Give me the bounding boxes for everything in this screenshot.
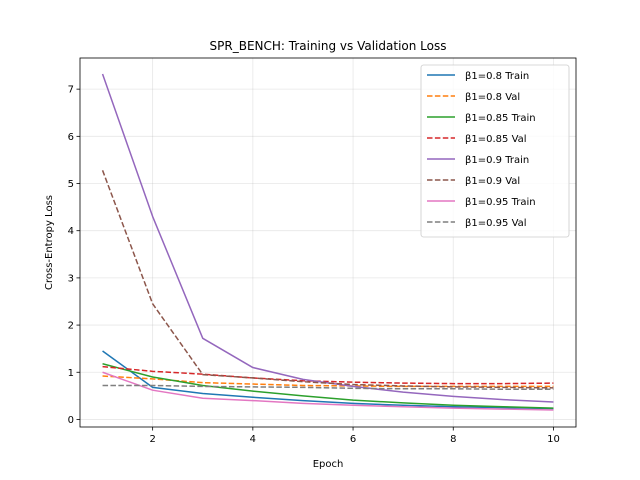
legend-label: β1=0.9 Val <box>465 176 520 187</box>
x-axis-label: Epoch <box>313 459 344 470</box>
legend-box <box>420 64 570 238</box>
legend-label: β1=0.85 Train <box>465 113 536 124</box>
axis-ticks: 2 4 6 8 10 0 1 2 3 4 5 6 7 <box>68 85 560 445</box>
y-tick-label: 4 <box>68 226 74 237</box>
series-line-6 <box>102 371 554 411</box>
y-axis-label: Cross-Entropy Loss <box>44 195 55 290</box>
legend-label: β1=0.8 Val <box>465 92 520 103</box>
y-tick-label: 2 <box>68 321 74 332</box>
legend: β1=0.8 Train β1=0.8 Val β1=0.85 Train β1=0.… <box>420 64 570 238</box>
chart-title: SPR_BENCH: Training vs Validation Loss <box>210 39 447 53</box>
legend-label: β1=0.95 Val <box>465 218 527 229</box>
y-tick-label: 6 <box>68 132 74 143</box>
series-line-0 <box>102 350 554 410</box>
series-line-3 <box>102 365 554 385</box>
series-line-2 <box>102 363 554 409</box>
series-line-5 <box>101 170 554 389</box>
x-tick-label: 10 <box>547 434 560 445</box>
legend-label: β1=0.8 Train <box>465 71 529 82</box>
legend-label: β1=0.9 Train <box>465 155 529 166</box>
y-tick-label: 0 <box>68 415 74 426</box>
x-tick-label: 2 <box>149 434 155 445</box>
x-tick-label: 4 <box>250 434 256 445</box>
y-tick-label: 3 <box>68 273 74 284</box>
series-line-7 <box>102 384 554 390</box>
y-tick-label: 7 <box>68 85 74 96</box>
y-tick-label: 5 <box>68 179 74 190</box>
x-tick-label: 8 <box>450 434 456 445</box>
plot-frame <box>79 57 577 428</box>
legend-label: β1=0.95 Train <box>465 197 536 208</box>
series-line-4 <box>101 73 554 403</box>
y-tick-label: 1 <box>68 368 74 379</box>
x-tick-label: 6 <box>350 434 356 445</box>
series-lines <box>101 73 554 411</box>
legend-label: β1=0.85 Val <box>465 134 527 145</box>
